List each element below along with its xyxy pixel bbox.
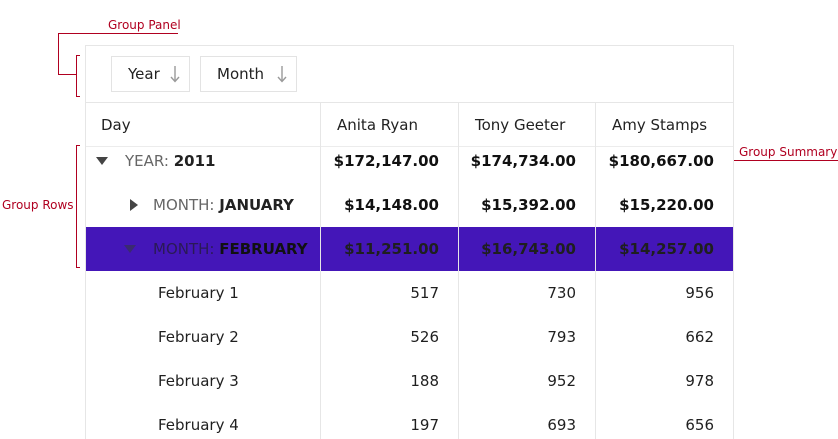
value-cell: 656 xyxy=(685,416,714,434)
table-row[interactable]: February 3 188 952 978 xyxy=(86,359,733,403)
column-header-tony-geeter[interactable]: Tony Geeter xyxy=(475,116,566,134)
value-cell: 197 xyxy=(410,416,439,434)
annotation-line xyxy=(720,160,838,161)
group-row-year[interactable]: YEAR: 2011 $172,147.00 $174,734.00 $180,… xyxy=(86,139,733,183)
group-caption: YEAR: 2011 xyxy=(125,139,325,183)
annotation-line xyxy=(58,74,76,75)
group-caption: MONTH: FEBRUARY xyxy=(153,227,353,271)
group-summary-cell: $14,148.00 xyxy=(344,196,439,214)
column-divider xyxy=(458,103,459,439)
header-row: Day Anita Ryan Tony Geeter Amy Stamps xyxy=(86,103,733,147)
column-divider xyxy=(320,103,321,439)
value-cell: 730 xyxy=(547,284,576,302)
collapse-triangle-icon[interactable] xyxy=(123,242,137,256)
day-cell: February 1 xyxy=(158,284,239,302)
arrow-down-icon[interactable] xyxy=(276,63,288,85)
group-label: MONTH: xyxy=(153,196,215,214)
group-row-february[interactable]: MONTH: FEBRUARY $11,251.00 $16,743.00 $1… xyxy=(86,227,733,271)
collapse-triangle-icon[interactable] xyxy=(95,154,109,168)
value-cell: 952 xyxy=(547,372,576,390)
group-label: YEAR: xyxy=(125,152,169,170)
annotation-line xyxy=(76,96,80,97)
group-row-january[interactable]: MONTH: JANUARY $14,148.00 $15,392.00 $15… xyxy=(86,183,733,227)
table-row[interactable]: February 2 526 793 662 xyxy=(86,315,733,359)
group-summary-annotation: Group Summary xyxy=(739,145,838,159)
day-cell: February 3 xyxy=(158,372,239,390)
group-chip-label: Year xyxy=(128,65,160,83)
column-header-anita-ryan[interactable]: Anita Ryan xyxy=(337,116,418,134)
group-summary-cell: $16,743.00 xyxy=(481,240,576,258)
group-label: MONTH: xyxy=(153,240,215,258)
group-caption: MONTH: JANUARY xyxy=(153,183,353,227)
value-cell: 693 xyxy=(547,416,576,434)
value-cell: 517 xyxy=(410,284,439,302)
annotation-bracket xyxy=(58,33,59,75)
group-chip-year[interactable]: Year xyxy=(111,56,190,92)
value-cell: 188 xyxy=(410,372,439,390)
table-row[interactable]: February 4 197 693 656 xyxy=(86,403,733,439)
day-cell: February 4 xyxy=(158,416,239,434)
group-summary-cell: $14,257.00 xyxy=(619,240,714,258)
column-header-amy-stamps[interactable]: Amy Stamps xyxy=(612,116,708,134)
annotation-bracket xyxy=(76,145,77,268)
value-cell: 526 xyxy=(410,328,439,346)
group-summary-cell: $11,251.00 xyxy=(344,240,439,258)
group-value: 2011 xyxy=(173,152,216,170)
group-value: FEBRUARY xyxy=(219,240,308,258)
expand-triangle-icon[interactable] xyxy=(127,198,141,212)
annotation-bracket xyxy=(76,55,77,97)
column-divider xyxy=(595,103,596,439)
value-cell: 662 xyxy=(685,328,714,346)
arrow-down-icon[interactable] xyxy=(169,63,181,85)
group-summary-cell: $15,392.00 xyxy=(481,196,576,214)
group-value: JANUARY xyxy=(219,196,294,214)
value-cell: 956 xyxy=(685,284,714,302)
group-panel-annotation: Group Panel xyxy=(108,18,181,32)
annotation-line xyxy=(76,55,80,56)
group-panel: Year Month xyxy=(86,46,733,103)
group-summary-cell: $15,220.00 xyxy=(619,196,714,214)
annotation-line xyxy=(76,145,80,146)
annotation-line xyxy=(58,33,178,34)
group-summary-cell: $180,667.00 xyxy=(608,152,714,170)
column-header-day[interactable]: Day xyxy=(101,116,131,134)
data-grid: Year Month Day Anita Ryan Tony Geeter Am… xyxy=(85,45,734,439)
group-summary-cell: $174,734.00 xyxy=(470,152,576,170)
group-summary-cell: $172,147.00 xyxy=(333,152,439,170)
value-cell: 793 xyxy=(547,328,576,346)
annotation-line xyxy=(76,267,80,268)
day-cell: February 2 xyxy=(158,328,239,346)
table-row[interactable]: February 1 517 730 956 xyxy=(86,271,733,315)
group-chip-month[interactable]: Month xyxy=(200,56,297,92)
group-chip-label: Month xyxy=(217,65,265,83)
value-cell: 978 xyxy=(685,372,714,390)
group-rows-annotation: Group Rows xyxy=(2,198,74,212)
